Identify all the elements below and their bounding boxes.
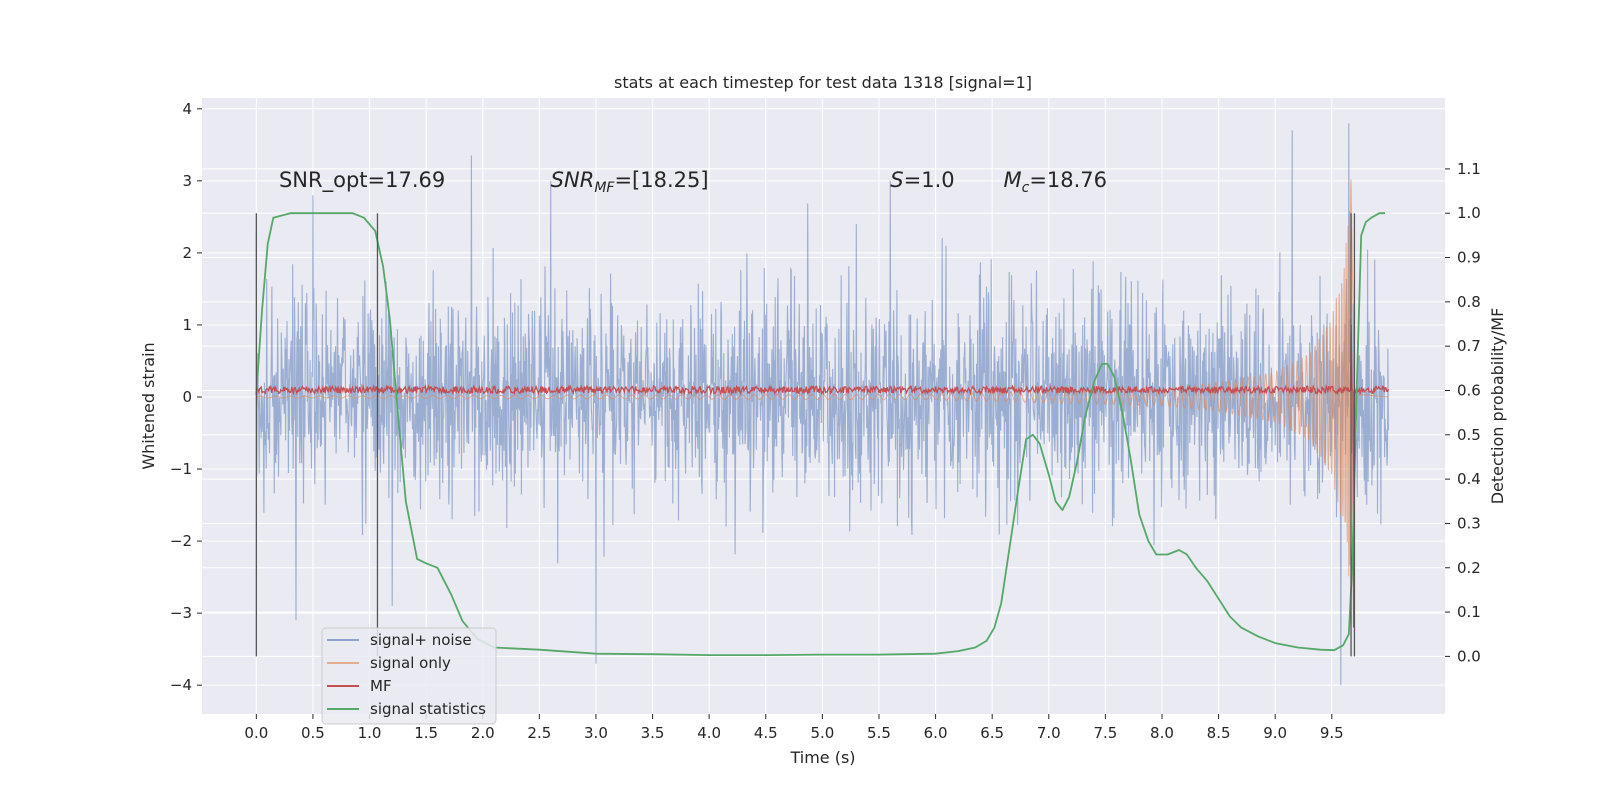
y2-axis-label: Detection probability/MF: [1488, 308, 1507, 505]
series-mf: [255, 324, 1390, 628]
y-tick-label: 4: [182, 100, 192, 118]
data-layer: [255, 123, 1390, 686]
y-tick-label: 3: [182, 172, 192, 190]
y-axis-label: Whitened strain: [139, 342, 158, 469]
x-tick-label: 8.5: [1207, 724, 1231, 742]
y-tick-label: 2: [182, 244, 192, 262]
x-tick-label: 6.0: [924, 724, 948, 742]
x-tick-label: 7.0: [1037, 724, 1061, 742]
legend-label-signal: signal only: [370, 654, 451, 672]
x-tick-label: 9.5: [1320, 724, 1344, 742]
legend: signal+ noise signal only MF signal stat…: [321, 627, 497, 725]
y-tick-label: −3: [170, 604, 192, 622]
y-axis-ticks: −4 −3 −2 −1 0 1 2 3 4: [170, 100, 202, 694]
legend-box: [321, 627, 497, 725]
chart-title: stats at each timestep for test data 131…: [614, 73, 1032, 92]
annotation: SNR_opt=17.69: [279, 168, 445, 193]
y2-tick-label: 0.0: [1457, 647, 1481, 665]
x-tick-label: 6.5: [980, 724, 1004, 742]
series-signal-only: [256, 179, 1389, 577]
y2-tick-label: 1.1: [1457, 160, 1481, 178]
x-tick-label: 1.5: [414, 724, 438, 742]
x-tick-label: 9.0: [1263, 724, 1287, 742]
y2-tick-label: 0.7: [1457, 337, 1481, 355]
y-tick-label: −4: [170, 676, 192, 694]
legend-label-mf: MF: [370, 677, 392, 695]
y-tick-label: −1: [170, 460, 192, 478]
y2-tick-label: 0.8: [1457, 293, 1481, 311]
x-tick-label: 3.0: [584, 724, 608, 742]
annotation: S=1.0: [890, 168, 954, 192]
legend-label-noise: signal+ noise: [370, 631, 472, 649]
annotations: SNR_opt=17.69 SNRMF=[18.25] S=1.0 Mc=18.76: [279, 168, 1107, 196]
y2-tick-label: 1.0: [1457, 204, 1481, 222]
x-tick-label: 5.5: [867, 724, 891, 742]
x-tick-label: 7.5: [1093, 724, 1117, 742]
y2-tick-label: 0.5: [1457, 426, 1481, 444]
legend-label-stats: signal statistics: [370, 700, 486, 718]
x-tick-label: 1.0: [358, 724, 382, 742]
y2-axis-ticks: 0.0 0.1 0.2 0.3 0.4 0.5 0.6 0.7 0.8 0.9 1.0 1.1: [1445, 160, 1481, 665]
annotation: SNRMF=[18.25]: [551, 168, 709, 196]
x-tick-label: 8.0: [1150, 724, 1174, 742]
annotation: Mc=18.76: [1003, 168, 1107, 196]
series-signal-noise: [255, 123, 1389, 686]
y2-tick-label: 0.4: [1457, 470, 1481, 488]
marker-lines: [255, 213, 1356, 657]
y-tick-label: 1: [182, 316, 192, 334]
x-tick-label: 0.5: [301, 724, 325, 742]
x-tick-label: 0.0: [244, 724, 268, 742]
x-axis-label: Time (s): [789, 748, 855, 767]
x-tick-label: 2.0: [471, 724, 495, 742]
series-signal-statistics: [255, 212, 1385, 656]
y2-tick-label: 0.6: [1457, 381, 1481, 399]
y-tick-label: 0: [182, 388, 192, 406]
y2-tick-label: 0.1: [1457, 603, 1481, 621]
x-tick-label: 2.5: [527, 724, 551, 742]
y2-tick-label: 0.3: [1457, 514, 1481, 532]
x-axis-ticks: 0.0 0.5 1.0 1.5 2.0 2.5 3.0 3.5 4.0 4.5 5.0 5.5 6.0 6…: [244, 714, 1344, 742]
y-tick-label: −2: [170, 532, 192, 550]
x-tick-label: 5.0: [810, 724, 834, 742]
x-tick-label: 4.0: [697, 724, 721, 742]
x-tick-label: 3.5: [641, 724, 665, 742]
y2-tick-label: 0.2: [1457, 559, 1481, 577]
x-tick-label: 4.5: [754, 724, 778, 742]
y2-tick-label: 0.9: [1457, 249, 1481, 267]
